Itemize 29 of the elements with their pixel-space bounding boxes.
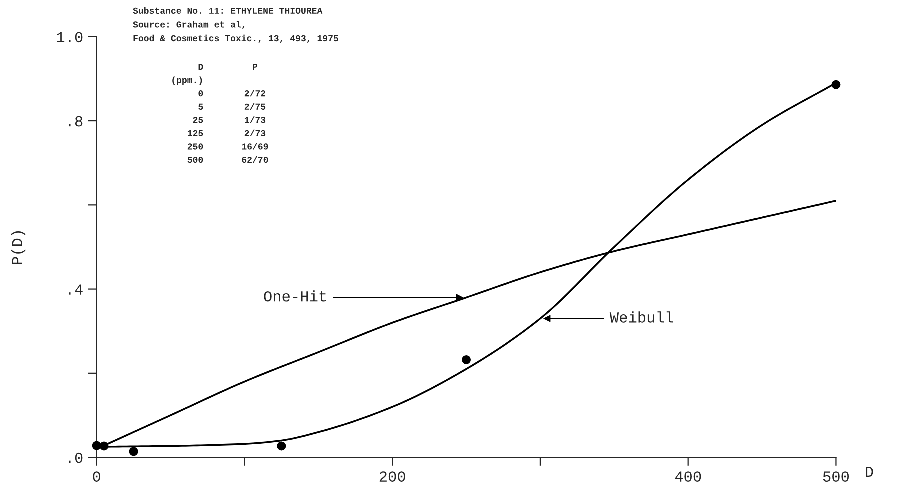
legend-label: Weibull: [610, 312, 674, 323]
text: 250 16/69: [188, 143, 268, 150]
point: [100, 442, 109, 451]
annotation: Food & Cosmetics Toxic., 13, 493, 1975: [134, 34, 338, 44]
x-tick-label: 400: [675, 472, 702, 482]
y-axis-title: P(D): [11, 231, 26, 264]
point: [92, 441, 102, 450]
x-tick-label: 0: [93, 472, 100, 482]
y-tick-label: .8: [69, 116, 83, 127]
y-tick-label: 1.0: [57, 32, 83, 43]
text: 5 2/75: [198, 103, 266, 110]
x-tick-label: 200: [380, 472, 406, 482]
point: [277, 442, 286, 451]
point: [832, 80, 841, 90]
text: D P: [198, 64, 258, 70]
text: 125 2/73: [188, 130, 266, 137]
x-tick-label: 500: [823, 472, 850, 482]
text: 500 62/70: [188, 156, 268, 164]
source-note: Source: Graham et al,: [133, 21, 245, 30]
text: One-Hit: [264, 290, 326, 302]
x-axis-title: D: [866, 466, 874, 478]
text: Substance No. 11: ETHYLENE THIOUREA: [133, 7, 323, 14]
point: [129, 447, 138, 456]
annotation: (ppm.): [172, 76, 202, 86]
point: [462, 355, 472, 364]
text: 25 1/73: [193, 116, 266, 124]
y-tick-label: .4: [69, 284, 83, 295]
y-tick-label: .0: [69, 452, 83, 464]
text: 0 2/72: [198, 90, 266, 97]
